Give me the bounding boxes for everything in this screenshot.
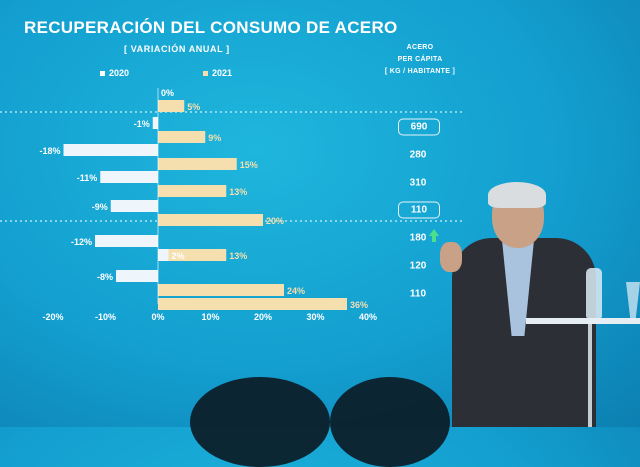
bar-extra-2020 [158, 249, 169, 261]
water-bottle [586, 268, 602, 318]
legend-2020: 2020 [100, 68, 129, 78]
per-capita-header-line: PER CÁPITA [397, 56, 443, 63]
bar-extra-2020-label: 2% [172, 251, 185, 261]
x-tick-label: 30% [306, 312, 324, 322]
bar-2021 [158, 249, 227, 261]
legend-swatch-2020 [100, 71, 105, 77]
presentation-screen: RECUPERACIÓN DEL CONSUMO DE ACERO [ VARI… [24, 18, 640, 467]
presenter [440, 182, 600, 427]
chart-subtitle: [ VARIACIÓN ANUAL ] [124, 44, 230, 54]
bar-2021 [158, 158, 237, 170]
water-glass [626, 282, 640, 318]
per-capita-header-line: ACERO [406, 44, 434, 51]
per-capita-value: 310 [409, 177, 427, 189]
bar-2020-label: -18% [39, 146, 60, 156]
side-table [526, 318, 640, 324]
audience-silhouette [330, 377, 450, 467]
legend-swatch-2021 [203, 71, 208, 77]
bar-2021-label: 15% [240, 160, 258, 170]
bar-2020 [110, 200, 158, 212]
legend-label-2020: 2020 [109, 68, 130, 78]
per-capita-value: 690 [398, 118, 440, 136]
per-capita-value: 180 [409, 232, 427, 244]
x-tick-label: -20% [42, 312, 63, 322]
per-capita-value: 110 [409, 288, 427, 300]
presenter-hand [440, 242, 462, 272]
bar-2021-label: 13% [229, 251, 247, 261]
bar-2020 [152, 117, 158, 129]
side-table-leg [588, 324, 592, 427]
bar-2020 [100, 171, 158, 183]
bar-2021 [158, 131, 206, 143]
per-capita-value: 110 [398, 201, 440, 219]
x-tick-label: 10% [201, 312, 219, 322]
bar-2021-label: 24% [287, 286, 305, 296]
x-tick-label: -10% [95, 312, 116, 322]
bar-2021-label: 13% [229, 187, 247, 197]
per-capita-header-line: [ KG / HABITANTE ] [384, 68, 456, 75]
bar-2020-label: -11% [77, 173, 98, 183]
per-capita-header: ACERO PER CÁPITA [ KG / HABITANTE ] [378, 42, 462, 78]
bar-2020-label: -12% [71, 237, 92, 247]
chart-title: RECUPERACIÓN DEL CONSUMO DE ACERO [24, 18, 398, 37]
x-tick-label: 0% [151, 312, 164, 322]
bar-2020-label: -1% [134, 119, 150, 129]
bar-2020 [116, 270, 158, 282]
bar-2021-label: 9% [208, 133, 221, 143]
bar-2021 [158, 100, 185, 112]
x-tick-label: 20% [254, 312, 272, 322]
x-tick-label: 40% [359, 312, 377, 322]
per-capita-value: 280 [409, 149, 427, 161]
up-arrow-icon [429, 229, 439, 236]
bar-2021-label: 5% [187, 102, 200, 112]
legend-2021: 2021 [203, 68, 232, 78]
per-capita-value: 120 [409, 260, 427, 272]
legend-label-2021: 2021 [212, 68, 233, 78]
bar-2021 [158, 214, 263, 226]
bar-extra-2021-label: 36% [350, 300, 368, 310]
audience-silhouette [190, 377, 330, 467]
up-arrow-icon-stem [432, 235, 436, 242]
bar-2020 [63, 144, 158, 156]
bar-2021-label: 20% [266, 216, 284, 226]
bar-chart: 0% 5% -1% 9% -18% 15% -11% 13% -9% 20% -12% 13% -8% 2… [39, 88, 377, 322]
bar-extra-2021 [158, 298, 347, 310]
bar-2020-label: -8% [97, 272, 113, 282]
bar-2021 [158, 284, 284, 296]
presenter-hair [488, 182, 546, 208]
bar-2020 [95, 235, 158, 247]
bar-2020-label: 0% [161, 88, 174, 98]
bar-2020-label: -9% [92, 202, 108, 212]
bar-2021 [158, 185, 227, 197]
